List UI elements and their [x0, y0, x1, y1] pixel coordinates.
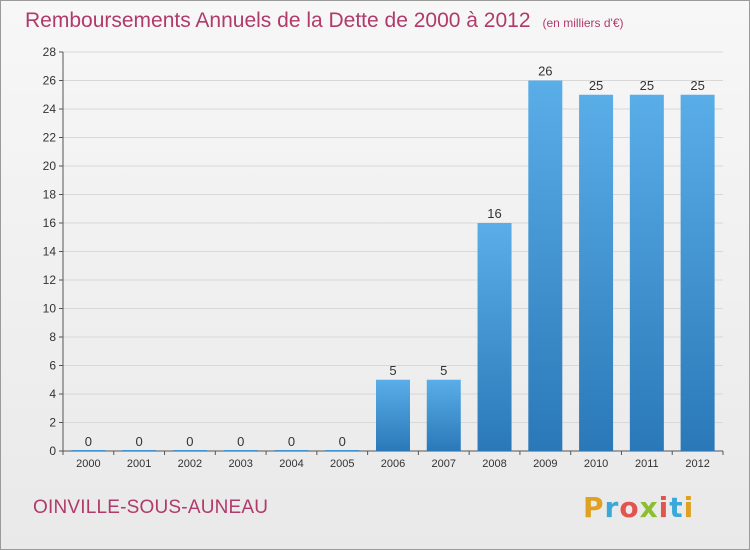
bar	[477, 223, 512, 451]
x-tick-label: 2003	[228, 458, 252, 470]
data-label: 0	[237, 434, 244, 449]
bar	[325, 450, 360, 451]
x-tick-label: 2005	[330, 458, 354, 470]
chart-title-text: Remboursements Annuels de la Dette de 20…	[25, 9, 531, 32]
y-tick-label: 2	[49, 416, 56, 430]
y-tick-label: 6	[49, 359, 56, 373]
bar	[71, 450, 106, 451]
x-tick-label: 2000	[76, 458, 100, 470]
x-tick-label: 2004	[279, 458, 303, 470]
y-tick-label: 16	[43, 216, 57, 230]
x-tick-label: 2010	[584, 458, 608, 470]
bar	[528, 80, 563, 451]
bar	[274, 450, 309, 451]
bar	[579, 94, 614, 451]
x-tick-label: 2006	[381, 458, 405, 470]
data-label: 25	[640, 78, 654, 93]
data-label: 26	[538, 64, 552, 79]
y-tick-label: 18	[43, 188, 57, 202]
y-tick-label: 4	[49, 387, 56, 401]
chart-title: Remboursements Annuels de la Dette de 20…	[25, 9, 624, 33]
bar	[426, 379, 461, 451]
bar	[223, 450, 258, 451]
y-tick-label: 12	[43, 273, 57, 287]
data-label: 16	[487, 206, 501, 221]
y-tick-label: 22	[43, 131, 57, 145]
x-tick-label: 2011	[635, 458, 659, 470]
data-label: 5	[440, 363, 447, 378]
y-tick-label: 8	[49, 330, 56, 344]
y-tick-label: 14	[43, 245, 57, 259]
y-tick-label: 20	[43, 159, 57, 173]
bar	[172, 450, 207, 451]
x-tick-label: 2007	[432, 458, 456, 470]
data-label: 0	[288, 434, 295, 449]
data-label: 0	[339, 434, 346, 449]
bar	[629, 94, 664, 451]
y-tick-label: 10	[43, 302, 57, 316]
y-tick-label: 28	[43, 45, 57, 59]
x-tick-label: 2012	[685, 458, 709, 470]
data-label: 0	[186, 434, 193, 449]
y-tick-label: 26	[43, 74, 57, 88]
x-tick-label: 2001	[127, 458, 151, 470]
labels: 0 2000 0 2001 0 2002 0 2003 0 2004 0 2005 5 2006 5 2007…	[76, 64, 710, 471]
proxiti-logo: Proxiti	[583, 491, 695, 524]
bar	[680, 94, 715, 451]
bar	[376, 379, 410, 451]
x-tick-label: 2008	[482, 458, 506, 470]
x-tick-label: 2002	[178, 458, 202, 470]
y-tick-label: 24	[43, 102, 57, 116]
bars	[71, 80, 715, 451]
data-label: 0	[136, 434, 143, 449]
data-label: 5	[389, 363, 396, 378]
commune-name: OINVILLE-SOUS-AUNEAU	[33, 497, 269, 518]
data-label: 0	[85, 434, 92, 449]
bar	[122, 450, 157, 451]
data-label: 25	[690, 78, 704, 93]
y-tick-label: 0	[49, 444, 56, 458]
chart-unit: (en milliers d'€)	[542, 16, 624, 30]
data-label: 25	[589, 78, 603, 93]
x-tick-label: 2009	[533, 458, 557, 470]
